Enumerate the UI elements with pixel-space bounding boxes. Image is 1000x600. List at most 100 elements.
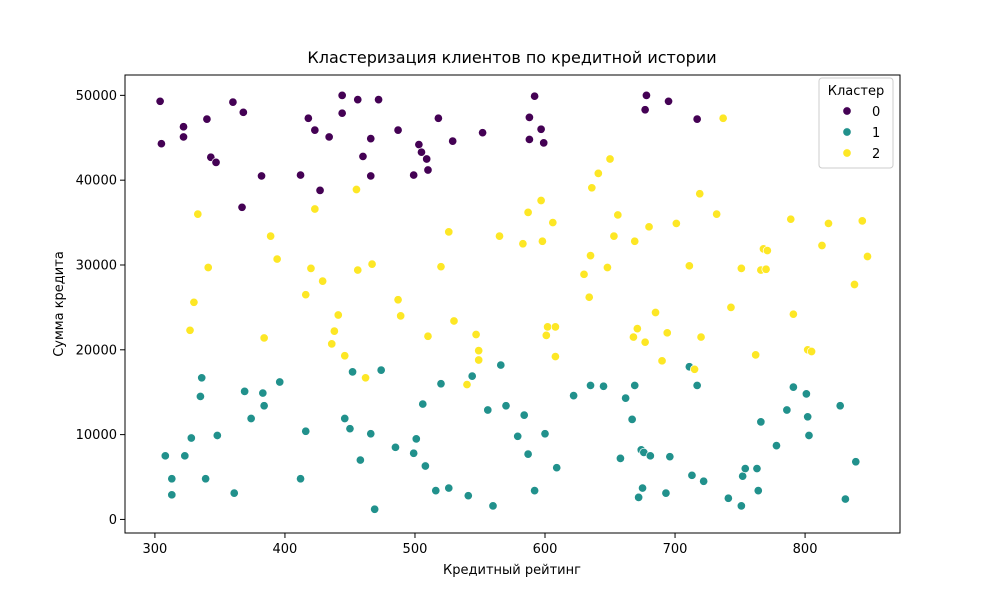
data-point-cluster-2 (266, 231, 276, 241)
data-point-cluster-1 (665, 452, 675, 462)
data-point-cluster-2 (396, 311, 406, 321)
data-point-cluster-0 (315, 185, 325, 195)
y-tick-label: 20000 (76, 343, 117, 358)
data-point-cluster-1 (621, 393, 631, 403)
data-point-cluster-1 (627, 414, 637, 424)
data-point-cluster-1 (519, 410, 529, 420)
data-point-cluster-1 (258, 388, 268, 398)
data-point-cluster-1 (634, 492, 644, 502)
data-point-cluster-0 (256, 171, 267, 181)
data-point-cluster-2 (584, 292, 594, 302)
data-point-cluster-2 (444, 227, 454, 237)
data-point-cluster-2 (333, 310, 343, 320)
data-point-cluster-1 (530, 486, 540, 496)
data-point-cluster-1 (345, 424, 355, 434)
data-point-cluster-1 (637, 483, 648, 493)
data-point-cluster-2 (536, 195, 546, 206)
data-point-cluster-0 (393, 125, 403, 135)
data-point-cluster-0 (358, 151, 368, 161)
data-point-cluster-0 (448, 136, 458, 146)
x-tick-label: 700 (663, 542, 688, 557)
data-point-cluster-2 (684, 261, 694, 271)
data-point-cluster-0 (692, 114, 702, 124)
data-point-cluster-1 (201, 474, 211, 484)
data-point-cluster-2 (695, 189, 705, 199)
data-point-cluster-2 (628, 332, 638, 342)
data-point-cluster-1 (736, 501, 746, 511)
data-point-cluster-2 (579, 269, 589, 279)
data-point-cluster-2 (541, 330, 551, 340)
data-point-cluster-0 (539, 138, 549, 148)
data-point-cluster-1 (463, 491, 473, 501)
legend-frame (818, 77, 894, 169)
data-point-cluster-2 (518, 239, 528, 249)
data-point-cluster-1 (418, 399, 428, 409)
data-point-cluster-1 (370, 504, 380, 514)
data-point-cluster-0 (211, 157, 221, 167)
data-point-cluster-2 (193, 209, 203, 219)
data-point-cluster-1 (411, 434, 421, 444)
data-point-cluster-1 (431, 486, 441, 496)
data-point-cluster-2 (613, 210, 623, 220)
data-point-cluster-0 (324, 132, 334, 142)
data-point-cluster-1 (771, 441, 782, 451)
data-point-cluster-0 (178, 122, 189, 132)
data-point-cluster-1 (301, 426, 311, 436)
y-tick-label: 10000 (76, 428, 117, 443)
data-point-cluster-2 (423, 331, 433, 341)
data-point-cluster-0 (295, 170, 306, 180)
data-point-cluster-1 (246, 413, 256, 424)
data-point-cluster-0 (238, 107, 248, 117)
data-point-cluster-2 (857, 216, 867, 226)
data-point-cluster-2 (185, 325, 195, 335)
data-point-cluster-2 (823, 218, 834, 228)
data-point-cluster-2 (630, 236, 640, 246)
data-point-cluster-2 (786, 214, 796, 224)
data-point-cluster-2 (736, 263, 746, 273)
data-point-cluster-2 (726, 302, 736, 312)
plot-frame (124, 74, 901, 534)
data-point-cluster-2 (640, 337, 650, 347)
data-point-cluster-2 (351, 184, 362, 195)
data-point-cluster-1 (585, 380, 596, 390)
data-point-cluster-0 (337, 90, 347, 100)
data-point-cluster-0 (433, 113, 443, 123)
data-point-cluster-1 (851, 457, 861, 467)
data-point-cluster-0 (374, 95, 384, 105)
data-point-cluster-2 (272, 254, 282, 264)
data-point-cluster-2 (788, 309, 798, 319)
data-point-cluster-2 (696, 332, 706, 342)
data-point-cluster-0 (423, 165, 433, 175)
data-point-cluster-2 (657, 356, 667, 366)
legend-title: Кластер (828, 84, 884, 99)
data-point-cluster-0 (353, 95, 363, 105)
data-point-cluster-2 (585, 251, 596, 261)
data-point-cluster-0 (524, 112, 534, 122)
data-point-cluster-0 (530, 91, 540, 101)
data-point-cluster-1 (523, 449, 533, 459)
data-point-cluster-1 (692, 380, 702, 390)
data-point-cluster-2 (318, 276, 328, 286)
y-tick-label: 50000 (76, 89, 117, 104)
data-point-cluster-1 (160, 451, 170, 461)
data-point-cluster-0 (310, 125, 320, 135)
data-point-cluster-2 (471, 329, 481, 340)
data-point-cluster-1 (355, 455, 365, 465)
data-point-cluster-0 (366, 134, 376, 144)
data-point-cluster-2 (301, 290, 311, 300)
data-point-cluster-0 (478, 128, 488, 138)
data-point-cluster-0 (155, 96, 165, 106)
data-point-cluster-2 (671, 218, 681, 228)
data-point-cluster-1 (229, 488, 239, 498)
data-point-cluster-0 (303, 113, 313, 123)
data-point-cluster-1 (552, 463, 562, 473)
data-point-cluster-1 (340, 413, 350, 424)
data-point-cluster-1 (803, 412, 813, 422)
data-point-cluster-2 (353, 265, 363, 275)
data-point-cluster-1 (804, 430, 814, 441)
axes-layer: 300 400 500 600 700 800 0 10000 20000 30000 40000 5… (76, 74, 901, 557)
legend-label-cluster-0: 0 (872, 105, 880, 120)
data-point-cluster-2 (449, 316, 459, 326)
data-point-cluster-0 (228, 97, 238, 107)
data-point-cluster-1 (295, 474, 306, 484)
